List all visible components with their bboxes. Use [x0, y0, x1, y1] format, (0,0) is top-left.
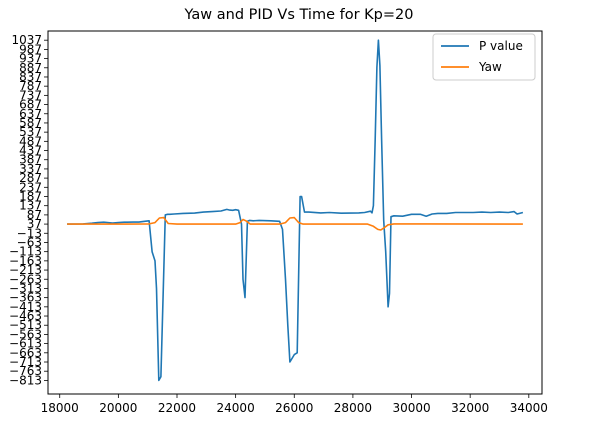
x-tick-label: 18000: [41, 401, 79, 415]
y-tick-label: 537: [19, 125, 42, 139]
y-tick-label: 1037: [11, 33, 42, 47]
y-tick-label: −213: [9, 263, 42, 277]
x-tick-label: 22000: [158, 401, 196, 415]
y-tick-label: −713: [9, 355, 42, 369]
y-tick-label: 687: [19, 98, 42, 112]
legend-label: P value: [479, 39, 523, 53]
y-tick-label: 837: [19, 70, 42, 84]
y-tick-label: 587: [19, 116, 42, 130]
series-line-p-value: [67, 39, 524, 382]
x-tick-label: 32000: [451, 401, 489, 415]
x-tick-label: 34000: [510, 401, 548, 415]
y-tick-label: 987: [19, 42, 42, 56]
y-tick-label: −263: [9, 272, 42, 286]
y-tick-label: 487: [19, 134, 42, 148]
x-tick-label: 24000: [217, 401, 255, 415]
y-tick-label: −613: [9, 337, 42, 351]
y-tick-label: 737: [19, 88, 42, 102]
x-tick-label: 26000: [275, 401, 313, 415]
y-axis: 1037987937887837787737687637587537487437…: [9, 33, 48, 387]
legend: P value Yaw: [432, 33, 536, 81]
x-tick-label: 30000: [392, 401, 430, 415]
y-tick-label: 237: [19, 180, 42, 194]
series-layer: [67, 39, 524, 382]
y-tick-label: −463: [9, 309, 42, 323]
y-tick-label: −163: [9, 254, 42, 268]
y-tick-label: 387: [19, 153, 42, 167]
x-tick-label: 20000: [99, 401, 137, 415]
y-tick-label: 887: [19, 61, 42, 75]
y-tick-label: −313: [9, 281, 42, 295]
y-tick-label: 437: [19, 144, 42, 158]
y-tick-label: −813: [9, 373, 42, 387]
plot-area: [47, 30, 543, 395]
y-tick-label: 137: [19, 199, 42, 213]
y-tick-label: −513: [9, 318, 42, 332]
y-tick-label: 937: [19, 52, 42, 66]
y-tick-label: −563: [9, 327, 42, 341]
y-tick-label: −763: [9, 364, 42, 378]
y-tick-label: −363: [9, 291, 42, 305]
legend-label: Yaw: [478, 60, 502, 74]
y-tick-label: 287: [19, 171, 42, 185]
y-tick-label: −663: [9, 346, 42, 360]
x-axis: 18000 20000 22000 24000 26000 28000 30000 32000…: [41, 394, 548, 415]
y-tick-label: −13: [17, 226, 42, 240]
y-tick-label: 37: [27, 217, 42, 231]
y-tick-label: −63: [17, 235, 42, 249]
chart-title: Yaw and PID Vs Time for Kp=20: [184, 7, 414, 23]
y-tick-label: 787: [19, 79, 42, 93]
y-tick-label: 337: [19, 162, 42, 176]
y-tick-label: −113: [9, 245, 42, 259]
x-tick-label: 28000: [334, 401, 372, 415]
y-tick-label: −413: [9, 300, 42, 314]
y-tick-label: 187: [19, 190, 42, 204]
series-line-yaw: [67, 216, 523, 231]
y-tick-label: 87: [27, 208, 42, 222]
y-tick-label: 637: [19, 107, 42, 121]
